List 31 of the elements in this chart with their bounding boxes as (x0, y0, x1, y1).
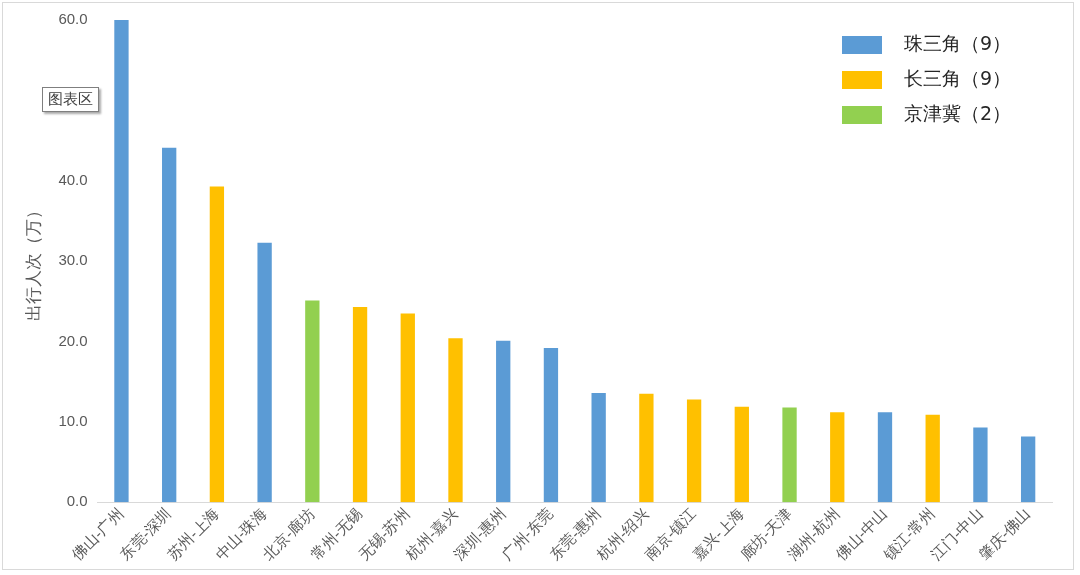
y-tick-label: 20.0 (58, 331, 88, 349)
bar (543, 347, 559, 503)
bar (400, 313, 415, 503)
y-tick-label: 10.0 (58, 412, 88, 430)
y-tick-label: 0.0 (66, 492, 88, 510)
y-tick-label: 30.0 (58, 251, 88, 269)
bar (639, 393, 654, 503)
y-tick-label: 40.0 (58, 170, 88, 188)
bar (114, 20, 129, 503)
bar (973, 427, 988, 503)
bar (352, 306, 368, 503)
bar (162, 147, 177, 503)
legend-label: 珠三角（9） (904, 31, 1012, 54)
legend-label: 京津冀（2） (904, 101, 1012, 124)
bar (782, 407, 797, 503)
bar (1020, 436, 1036, 503)
y-tick-label: 60.0 (58, 10, 88, 28)
bar (877, 412, 893, 503)
bar (305, 300, 320, 503)
bar (591, 392, 606, 503)
legend-label: 长三角（9） (904, 66, 1012, 89)
bar (209, 186, 225, 503)
bar (925, 414, 940, 503)
y-axis-title: 出行人次（万） (23, 201, 43, 321)
bar (448, 338, 463, 503)
bar (734, 406, 749, 503)
bar (257, 242, 272, 503)
bar (830, 412, 845, 503)
bar (686, 399, 702, 503)
text: 图表区 (42, 87, 99, 112)
bar (496, 340, 511, 503)
